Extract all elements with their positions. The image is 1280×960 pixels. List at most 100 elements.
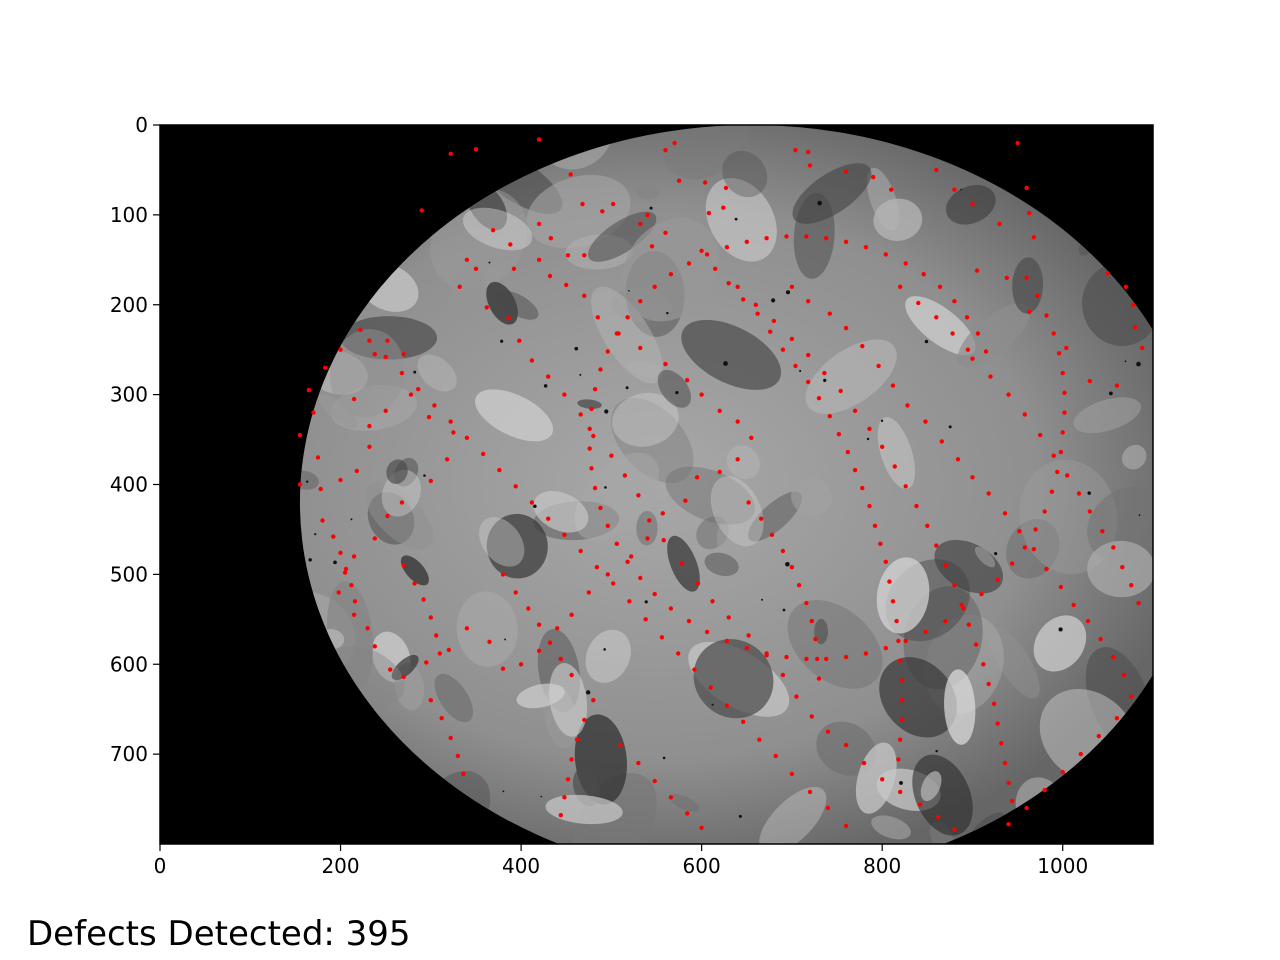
defect-point [638,299,643,304]
defect-point [352,599,358,604]
defect-point [746,500,751,505]
defect-point [451,430,456,435]
defect-count-caption: Defects Detected: 395 [27,914,411,954]
defect-point [735,419,740,424]
texture-blob [710,476,764,547]
defect-point [889,187,894,192]
defect-point [1017,529,1022,534]
defect-point [768,329,773,334]
defect-point [1060,370,1065,376]
defect-point [1031,547,1037,552]
defect-point [351,396,357,402]
y-tick-label: 600 [110,652,148,676]
texture-blob [486,513,548,579]
texture-speck [604,486,607,489]
defect-point [1044,313,1049,318]
defect-point [636,760,641,766]
defect-point [845,449,851,455]
defect-point [934,315,939,320]
defect-point [627,599,632,604]
texture-blob [400,555,429,586]
defect-point [401,563,406,568]
texture-blob [456,591,518,667]
defect-point [789,284,795,289]
defect-point [1098,636,1103,642]
defect-point [892,464,897,469]
texture-blob [329,329,405,418]
defect-point [1114,383,1120,388]
defect-point [1121,672,1127,678]
texture-blob [340,316,438,360]
defect-point [367,338,372,343]
defect-point [713,266,718,271]
texture-blob [591,286,663,384]
defect-point [529,500,535,505]
texture-blob [693,639,774,719]
defect-point [757,737,762,742]
defect-point [320,518,325,523]
defect-point [970,201,975,207]
defect-point [1002,760,1008,766]
defect-point [338,477,343,483]
defect-point [1064,345,1069,351]
defect-point [965,347,971,352]
defect-point [358,327,363,333]
defect-point [1024,805,1029,811]
defect-point [903,261,908,266]
defect-point [437,651,442,656]
texture-speck [502,790,505,793]
defect-point [950,331,955,336]
texture-blob [318,394,358,429]
defect-point [1027,309,1032,315]
defect-point [717,408,722,413]
defect-point [506,316,511,321]
defect-point [955,457,961,462]
defect-point [1006,392,1011,397]
defect-point [676,651,681,656]
texture-blob [612,392,679,447]
defect-point [880,444,885,449]
y-tick-label: 200 [110,293,148,317]
defect-point [323,365,328,370]
defect-point [975,331,981,336]
texture-blob [876,557,930,634]
defect-point [513,484,518,489]
defect-point [1033,527,1038,532]
defect-point [591,433,596,439]
defect-point [825,729,831,734]
texture-speck [488,261,491,264]
defect-point [898,658,903,663]
defect-point [331,534,336,539]
defect-point [827,311,832,316]
texture-speck [423,474,426,477]
defect-point [899,698,905,703]
defect-point [871,174,876,180]
texture-speck [604,409,609,414]
texture-blob [1087,486,1153,562]
defect-point [816,396,822,401]
defect-point [614,541,619,546]
defect-point [836,432,842,437]
defect-point [916,300,921,306]
defect-point [789,565,795,570]
texture-blob [533,490,589,533]
texture-blob [805,339,897,414]
defect-point [1114,716,1120,721]
defect-point [852,467,858,473]
defect-point [784,234,789,239]
texture-blob [628,361,662,378]
defect-point [595,315,600,320]
defect-point [898,737,903,742]
defect-point [1130,302,1136,307]
defect-point [455,753,461,759]
defect-point [428,615,433,620]
defect-point [804,600,809,606]
defect-point [408,392,414,397]
defect-point [518,662,524,667]
defect-point [1129,583,1134,588]
defect-point [780,347,786,352]
x-tick-label: 1000 [1037,854,1088,878]
defect-point [536,221,542,227]
defect-point [600,209,605,214]
defect-point [1111,654,1116,660]
